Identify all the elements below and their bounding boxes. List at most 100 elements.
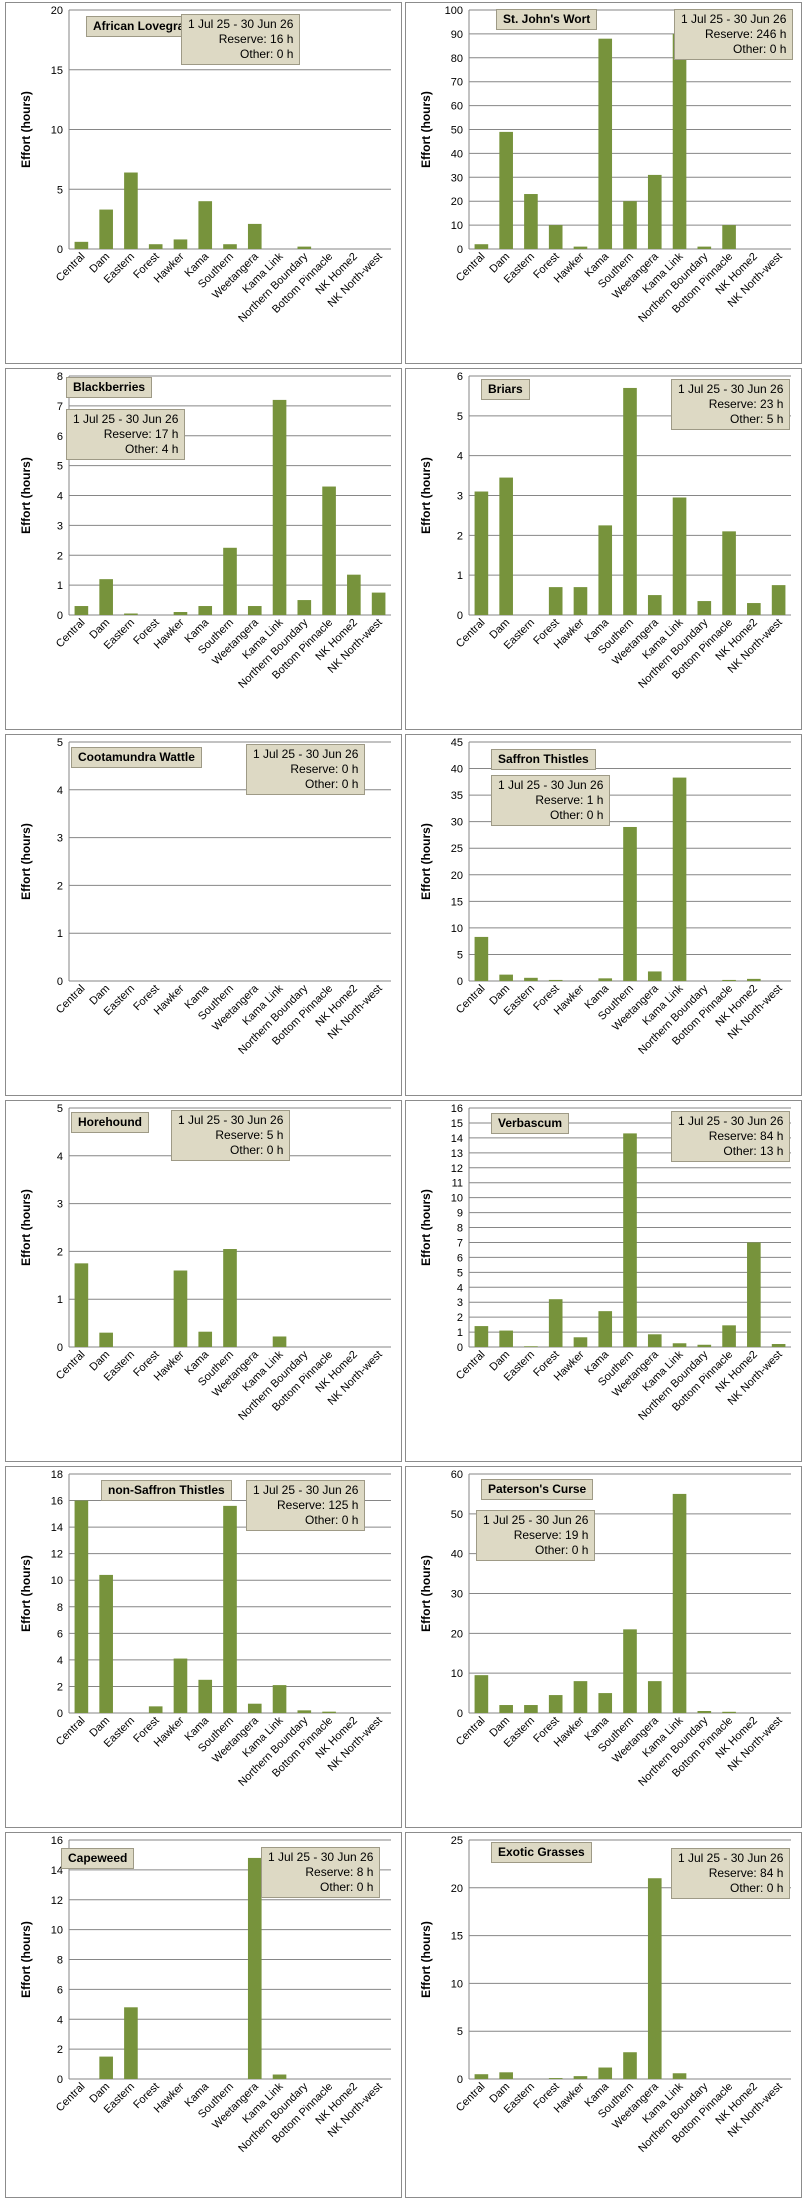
date-range: 1 Jul 25 - 30 Jun 26 bbox=[678, 1851, 784, 1865]
bar bbox=[573, 246, 588, 249]
bar bbox=[74, 1263, 89, 1347]
date-range-box: 1 Jul 25 - 30 Jun 26 Reserve: 19 h Other: … bbox=[476, 1510, 596, 1561]
y-tick-label: 2 bbox=[457, 1312, 463, 1324]
y-tick-label: 8 bbox=[457, 1223, 463, 1235]
y-axis-label: Effort (hours) bbox=[19, 1189, 33, 1266]
bar bbox=[647, 971, 662, 981]
y-axis-label: Effort (hours) bbox=[19, 823, 33, 900]
bar bbox=[474, 244, 489, 249]
other-hours: Other: 13 h bbox=[723, 1144, 784, 1158]
chart-title: African Lovegrass bbox=[86, 16, 205, 37]
bar bbox=[747, 1242, 761, 1347]
bar bbox=[347, 574, 361, 615]
y-tick-label: 7 bbox=[57, 401, 63, 413]
bar bbox=[524, 977, 538, 981]
y-tick-label: 25 bbox=[451, 843, 463, 855]
y-tick-label: 5 bbox=[57, 737, 63, 749]
y-tick-label: 6 bbox=[457, 1252, 463, 1264]
y-tick-label: 5 bbox=[57, 1103, 63, 1115]
y-tick-label: 4 bbox=[57, 491, 63, 503]
y-tick-label: 13 bbox=[451, 1148, 463, 1160]
bar bbox=[747, 603, 761, 615]
bar bbox=[173, 1658, 188, 1713]
chart-title: Blackberries bbox=[66, 377, 153, 398]
y-tick-label: 60 bbox=[451, 1469, 463, 1481]
bar bbox=[647, 174, 662, 249]
y-tick-label: 10 bbox=[451, 1668, 463, 1680]
y-tick-label: 8 bbox=[57, 1602, 63, 1614]
bar bbox=[623, 826, 637, 981]
bar bbox=[623, 387, 637, 615]
y-tick-label: 0 bbox=[457, 1708, 463, 1720]
y-tick-label: 8 bbox=[57, 1955, 63, 1967]
chart-title: Verbascum bbox=[491, 1113, 570, 1134]
y-tick-label: 3 bbox=[457, 491, 463, 503]
y-tick-label: 15 bbox=[51, 65, 63, 77]
bar bbox=[148, 1706, 163, 1713]
y-tick-label: 4 bbox=[57, 785, 63, 797]
y-tick-label: 20 bbox=[451, 870, 463, 882]
y-tick-label: 5 bbox=[457, 2026, 463, 2038]
date-range-box: 1 Jul 25 - 30 Jun 26 Reserve: 5 h Other: 0… bbox=[171, 1110, 291, 1161]
y-tick-label: 50 bbox=[451, 1509, 463, 1521]
bar bbox=[124, 172, 138, 249]
y-tick-label: 0 bbox=[57, 1342, 63, 1354]
y-tick-label: 30 bbox=[451, 1589, 463, 1601]
bar bbox=[573, 587, 588, 615]
bar bbox=[74, 241, 89, 249]
y-tick-label: 40 bbox=[451, 148, 463, 160]
bar bbox=[573, 1681, 588, 1713]
date-range: 1 Jul 25 - 30 Jun 26 bbox=[678, 1114, 784, 1128]
bar bbox=[124, 2007, 138, 2079]
y-tick-label: 2 bbox=[57, 1246, 63, 1258]
y-tick-label: 60 bbox=[451, 101, 463, 113]
chart-panel: 0 5 10 15 20 25 30 35 40 45 Effort (hours) Central D… bbox=[405, 734, 802, 1096]
y-tick-label: 5 bbox=[457, 949, 463, 961]
bar bbox=[272, 1336, 287, 1347]
bar bbox=[247, 1857, 262, 2079]
y-tick-label: 0 bbox=[457, 1342, 463, 1354]
y-tick-label: 2 bbox=[57, 1681, 63, 1693]
y-axis-label: Effort (hours) bbox=[19, 91, 33, 168]
y-axis-label: Effort (hours) bbox=[19, 457, 33, 534]
y-tick-label: 20 bbox=[451, 196, 463, 208]
y-tick-label: 10 bbox=[51, 125, 63, 137]
y-tick-label: 10 bbox=[51, 1925, 63, 1937]
date-range-box: 1 Jul 25 - 30 Jun 26 Reserve: 125 h Other:… bbox=[246, 1480, 366, 1531]
bar bbox=[322, 486, 336, 615]
y-axis-label: Effort (hours) bbox=[419, 457, 433, 534]
date-range-box: 1 Jul 25 - 30 Jun 26 Reserve: 1 h Other: 0… bbox=[491, 775, 611, 826]
bar bbox=[672, 497, 687, 615]
bar bbox=[697, 1711, 712, 1713]
bar bbox=[747, 978, 761, 981]
y-tick-label: 70 bbox=[451, 77, 463, 89]
other-hours: Other: 0 h bbox=[730, 1881, 784, 1895]
chart-panel: 0 1 2 3 4 5 6 7 8 9 10 11 12 13 14 15 16 Effort (hours) Ce… bbox=[405, 1100, 802, 1462]
y-tick-label: 10 bbox=[451, 220, 463, 232]
y-tick-label: 9 bbox=[457, 1208, 463, 1220]
date-range-box: 1 Jul 25 - 30 Jun 26 Reserve: 16 h Other: … bbox=[181, 14, 301, 65]
reserve-hours: Reserve: 246 h bbox=[705, 27, 787, 41]
bar bbox=[548, 1299, 563, 1347]
bar bbox=[573, 1337, 588, 1347]
date-range-box: 1 Jul 25 - 30 Jun 26 Reserve: 0 h Other: 0… bbox=[246, 744, 366, 795]
y-tick-label: 0 bbox=[57, 976, 63, 988]
y-tick-label: 90 bbox=[451, 29, 463, 41]
bar bbox=[697, 246, 712, 249]
y-tick-label: 0 bbox=[57, 610, 63, 622]
y-tick-label: 14 bbox=[51, 1865, 63, 1877]
chart-panel: 0 10 20 30 40 50 60 Effort (hours) Central Dam Eas… bbox=[405, 1466, 802, 1828]
y-tick-label: 2 bbox=[57, 550, 63, 562]
other-hours: Other: 0 h bbox=[305, 1513, 359, 1527]
y-tick-label: 40 bbox=[451, 764, 463, 776]
y-tick-label: 0 bbox=[57, 244, 63, 256]
y-axis-label: Effort (hours) bbox=[19, 1921, 33, 1998]
y-tick-label: 4 bbox=[57, 1655, 63, 1667]
date-range: 1 Jul 25 - 30 Jun 26 bbox=[268, 1850, 374, 1864]
y-tick-label: 3 bbox=[57, 833, 63, 845]
date-range-box: 1 Jul 25 - 30 Jun 26 Reserve: 84 h Other: … bbox=[671, 1848, 791, 1899]
